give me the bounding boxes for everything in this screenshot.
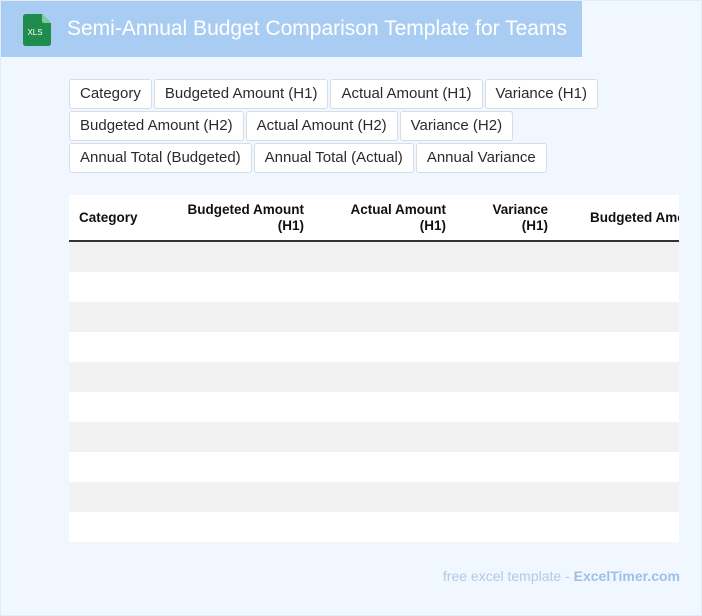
table-cell[interactable] xyxy=(169,362,314,392)
chip-row: Budgeted Amount (H2) Actual Amount (H2) … xyxy=(69,111,629,141)
table-cell[interactable] xyxy=(558,512,679,542)
chip-row: Category Budgeted Amount (H1) Actual Amo… xyxy=(69,79,629,109)
table-cell[interactable] xyxy=(169,302,314,332)
table-cell[interactable] xyxy=(169,482,314,512)
column-header-variance-h1[interactable]: Variance (H1) xyxy=(456,195,558,242)
table-cell[interactable] xyxy=(69,302,169,332)
table-cell[interactable] xyxy=(169,512,314,542)
xls-file-icon: XLS xyxy=(23,14,51,46)
chip-category[interactable]: Category xyxy=(69,79,152,109)
footer-label: free excel template - xyxy=(442,568,574,584)
chip-actual-amount-h1[interactable]: Actual Amount (H1) xyxy=(330,79,483,109)
table-cell[interactable] xyxy=(69,241,169,272)
column-header-budgeted-amount-h1[interactable]: Budgeted Amount (H1) xyxy=(169,195,314,242)
table-cell[interactable] xyxy=(314,392,456,422)
table-row xyxy=(69,452,679,482)
chip-row: Annual Total (Budgeted) Annual Total (Ac… xyxy=(69,143,629,173)
table-cell[interactable] xyxy=(69,362,169,392)
table-cell[interactable] xyxy=(558,272,679,302)
table-cell[interactable] xyxy=(314,422,456,452)
table-cell[interactable] xyxy=(314,482,456,512)
table-row xyxy=(69,302,679,332)
column-header-category[interactable]: Category xyxy=(69,195,169,242)
column-header-budgeted-amount-h2[interactable]: Budgeted Amount (H2) xyxy=(558,195,679,242)
table-cell[interactable] xyxy=(314,512,456,542)
chip-annual-total-actual[interactable]: Annual Total (Actual) xyxy=(253,143,414,173)
table-cell[interactable] xyxy=(169,332,314,362)
table-row xyxy=(69,241,679,272)
table-cell[interactable] xyxy=(314,452,456,482)
chip-actual-amount-h2[interactable]: Actual Amount (H2) xyxy=(245,111,398,141)
table-cell[interactable] xyxy=(314,332,456,362)
chip-variance-h1[interactable]: Variance (H1) xyxy=(484,79,598,109)
table-cell[interactable] xyxy=(69,272,169,302)
table-cell[interactable] xyxy=(558,362,679,392)
table-cell[interactable] xyxy=(314,272,456,302)
table-cell[interactable] xyxy=(314,362,456,392)
table-cell[interactable] xyxy=(69,482,169,512)
chip-budgeted-amount-h2[interactable]: Budgeted Amount (H2) xyxy=(69,111,244,141)
column-header-actual-amount-h1[interactable]: Actual Amount (H1) xyxy=(314,195,456,242)
table-cell[interactable] xyxy=(456,302,558,332)
table-cell[interactable] xyxy=(558,302,679,332)
table-cell[interactable] xyxy=(169,272,314,302)
table-row xyxy=(69,332,679,362)
footer-brand-link[interactable]: ExcelTimer.com xyxy=(573,568,680,584)
table-cell[interactable] xyxy=(69,332,169,362)
table-cell[interactable] xyxy=(169,392,314,422)
table-cell[interactable] xyxy=(558,482,679,512)
table-cell[interactable] xyxy=(314,302,456,332)
table-header-row: Category Budgeted Amount (H1) Actual Amo… xyxy=(69,195,679,242)
table-row xyxy=(69,512,679,542)
chip-variance-h2[interactable]: Variance (H2) xyxy=(399,111,514,141)
table-cell[interactable] xyxy=(456,512,558,542)
table-cell[interactable] xyxy=(69,392,169,422)
table-cell[interactable] xyxy=(456,452,558,482)
budget-table-container[interactable]: Category Budgeted Amount (H1) Actual Amo… xyxy=(69,195,679,542)
table-cell[interactable] xyxy=(456,241,558,272)
table-cell[interactable] xyxy=(69,422,169,452)
table-cell[interactable] xyxy=(456,392,558,422)
table-cell[interactable] xyxy=(169,452,314,482)
table-cell[interactable] xyxy=(456,332,558,362)
table-cell[interactable] xyxy=(69,512,169,542)
table-cell[interactable] xyxy=(558,422,679,452)
table-cell[interactable] xyxy=(558,241,679,272)
table-cell[interactable] xyxy=(456,272,558,302)
table-cell[interactable] xyxy=(169,241,314,272)
table-row xyxy=(69,482,679,512)
table-cell[interactable] xyxy=(456,482,558,512)
chip-budgeted-amount-h1[interactable]: Budgeted Amount (H1) xyxy=(153,79,329,109)
footer-credit: free excel template - ExcelTimer.com xyxy=(443,568,680,584)
table-cell[interactable] xyxy=(314,241,456,272)
table-cell[interactable] xyxy=(69,452,169,482)
table-cell[interactable] xyxy=(456,422,558,452)
chip-annual-variance[interactable]: Annual Variance xyxy=(415,143,547,173)
column-chip-list: Category Budgeted Amount (H1) Actual Amo… xyxy=(69,79,629,175)
xls-icon-label: XLS xyxy=(27,28,42,37)
table-row xyxy=(69,422,679,452)
title-bar: XLS Semi-Annual Budget Comparison Templa… xyxy=(1,1,582,57)
table-row xyxy=(69,272,679,302)
page-title: Semi-Annual Budget Comparison Template f… xyxy=(67,17,567,40)
table-row xyxy=(69,362,679,392)
table-cell[interactable] xyxy=(456,362,558,392)
table-row xyxy=(69,392,679,422)
chip-annual-total-budgeted[interactable]: Annual Total (Budgeted) xyxy=(69,143,252,173)
table-cell[interactable] xyxy=(558,332,679,362)
table-cell[interactable] xyxy=(558,392,679,422)
table-cell[interactable] xyxy=(169,422,314,452)
budget-table: Category Budgeted Amount (H1) Actual Amo… xyxy=(69,195,679,542)
table-cell[interactable] xyxy=(558,452,679,482)
